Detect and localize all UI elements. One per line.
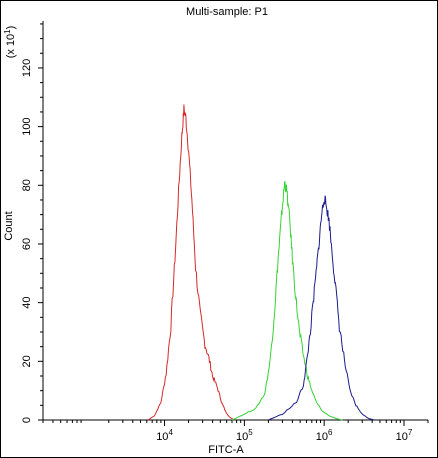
- y-multiplier-label: (x 101): [3, 26, 17, 59]
- y-tick-label: 80: [21, 179, 33, 191]
- axes: [42, 21, 428, 421]
- y-multiplier-exponent: 1: [3, 29, 12, 34]
- y-multiplier-prefix: (x 10: [5, 34, 17, 58]
- y-tick-label: 100: [21, 117, 33, 135]
- y-tick-label: 20: [21, 355, 33, 367]
- chart-title: Multi-sample: P1: [186, 6, 268, 18]
- x-axis-title: FITC-A: [208, 444, 244, 456]
- series-line-2: [231, 180, 343, 421]
- y-tick-label: 120: [21, 59, 33, 77]
- y-tick-label: 40: [21, 297, 33, 309]
- x-tick-label: 106: [316, 428, 333, 443]
- y-tick-label: 60: [21, 238, 33, 250]
- x-tick-label: 104: [156, 428, 173, 443]
- series-group: [147, 104, 375, 421]
- series-line-3: [268, 195, 375, 421]
- y-axis-title: Count: [3, 211, 15, 240]
- x-tick-label: 107: [396, 428, 413, 443]
- y-multiplier-suffix: ): [5, 26, 17, 30]
- series-line-1: [147, 104, 235, 421]
- x-tick-label: 105: [236, 428, 253, 443]
- ticks: 0 20 40 60 80 100 120 104 105 106 107: [21, 23, 429, 443]
- y-tick-label: 0: [21, 417, 33, 423]
